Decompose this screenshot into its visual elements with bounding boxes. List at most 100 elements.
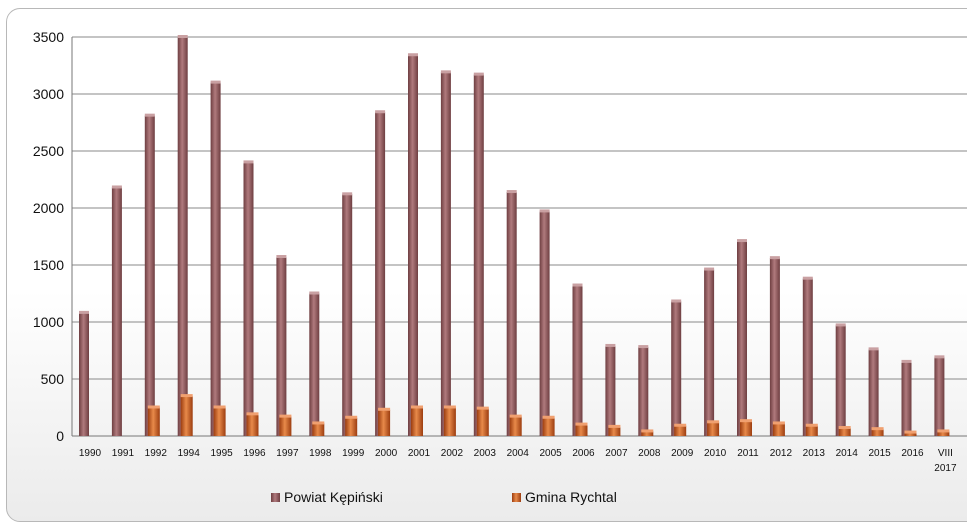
bar-powiat-kepinski [868,349,879,436]
bar-powiat-kepinski [835,325,846,436]
bar-cap [772,421,785,425]
bar-cap [904,430,917,434]
bar-cap [279,414,292,418]
y-axis-ticks: 0 500 1000 1500 2000 2500 3000 3500 [33,29,64,444]
bar-powiat-kepinski [408,55,418,437]
y-tick-label: 2000 [33,200,64,216]
bar-gmina-rychtal [345,417,358,436]
bar-powiat-kepinski [737,241,747,436]
bar-gmina-rychtal [509,416,522,436]
bar-cap [575,422,588,426]
bar-cap [641,429,654,433]
x-tick-label: 2008 [638,448,661,459]
bar-cap [871,427,884,431]
bar-gmina-rychtal [411,407,423,436]
bar-cap [707,420,720,424]
bar-cap [608,424,621,428]
bar-cap [473,72,484,76]
bar-gmina-rychtal [871,429,884,436]
bar-powiat-kepinski [769,258,780,436]
x-tick-label: 2001 [408,448,431,459]
bar-gmina-rychtal [838,428,851,436]
bar-cap [276,255,287,259]
bar-cap [838,426,851,430]
bar-gmina-rychtal [707,422,720,436]
bar-cap [180,394,193,398]
x-tick-label: 2007 [605,448,628,459]
bar-gmina-rychtal [378,409,391,436]
bar-cap [934,355,945,359]
x-tick-label: 1994 [178,448,201,459]
bar-powiat-kepinski [111,187,122,436]
legend-label-powiat: Powiat Kępiński [284,489,383,505]
bar-cap [79,310,89,314]
bar-cap [802,276,813,280]
bar-cap [572,283,583,287]
bar-cap [509,414,522,418]
bar-powiat-kepinski [704,269,715,436]
bar-cap [868,347,879,351]
bar-cap [440,70,451,74]
x-tick-label: 1991 [112,448,135,459]
bar-gmina-rychtal [641,431,654,436]
bar-powiat-kepinski [802,278,813,436]
x-axis-ticks: 1990 1991 1992 1994 1995 1996 1997 1998 1999 2000… [79,448,957,474]
bar-powiat-kepinski [375,112,386,437]
bar-cap [901,359,912,363]
x-tick-label: 2017 [934,463,957,474]
bar-gmina-rychtal [674,425,687,436]
bar-gmina-rychtal [279,416,292,436]
legend-swatch-powiat [271,493,280,502]
bar-powiat-kepinski [276,257,287,436]
bar-powiat-kepinski [177,37,188,436]
x-tick-label: 2004 [507,448,530,459]
y-tick-label: 0 [56,428,64,444]
bar-gmina-rychtal [608,426,621,436]
bar-powiat-kepinski [440,72,451,436]
bar-powiat-kepinski [539,211,550,436]
bars [79,35,950,437]
bar-cap [476,406,489,410]
bar-powiat-kepinski [506,192,517,436]
bar-cap [674,423,687,427]
bar-cap [740,419,752,423]
x-tick-label: 2012 [770,448,793,459]
x-tick-label: 2009 [671,448,694,459]
y-tick-label: 1000 [33,314,64,330]
x-tick-label: 1992 [145,448,168,459]
x-tick-label: 2000 [375,448,398,459]
bar-powiat-kepinski [243,162,254,436]
x-tick-label: 2015 [868,448,891,459]
bar-powiat-kepinski [934,357,945,436]
x-tick-label: 1999 [342,448,365,459]
bar-cap [408,53,418,57]
bar-gmina-rychtal [772,423,785,436]
bar-cap [506,190,517,194]
y-tick-label: 3000 [33,86,64,102]
bar-gmina-rychtal [740,421,752,436]
bar-powiat-kepinski [638,347,649,436]
bar-cap [345,415,358,419]
bar-cap [539,209,550,213]
bar-powiat-kepinski [79,312,89,436]
bar-cap [443,405,456,409]
bar-powiat-kepinski [309,293,320,436]
bar-gmina-rychtal [476,408,489,436]
bar-gmina-rychtal [904,432,917,436]
y-tick-label: 500 [41,371,65,387]
x-tick-label: 1995 [210,448,233,459]
x-tick-label: 1996 [243,448,266,459]
bar-gmina-rychtal [575,424,588,436]
x-tick-label: 2014 [836,448,859,459]
bar-gmina-rychtal [246,414,259,436]
x-tick-label: 2010 [704,448,727,459]
bar-powiat-kepinski [342,194,353,436]
bar-powiat-kepinski [210,82,221,436]
bar-cap [342,192,353,196]
y-tick-label: 1500 [33,257,64,273]
bar-cap [111,185,122,189]
bar-cap [671,299,682,303]
bar-powiat-kepinski [901,361,912,436]
legend-swatch-rychtal [512,493,521,502]
